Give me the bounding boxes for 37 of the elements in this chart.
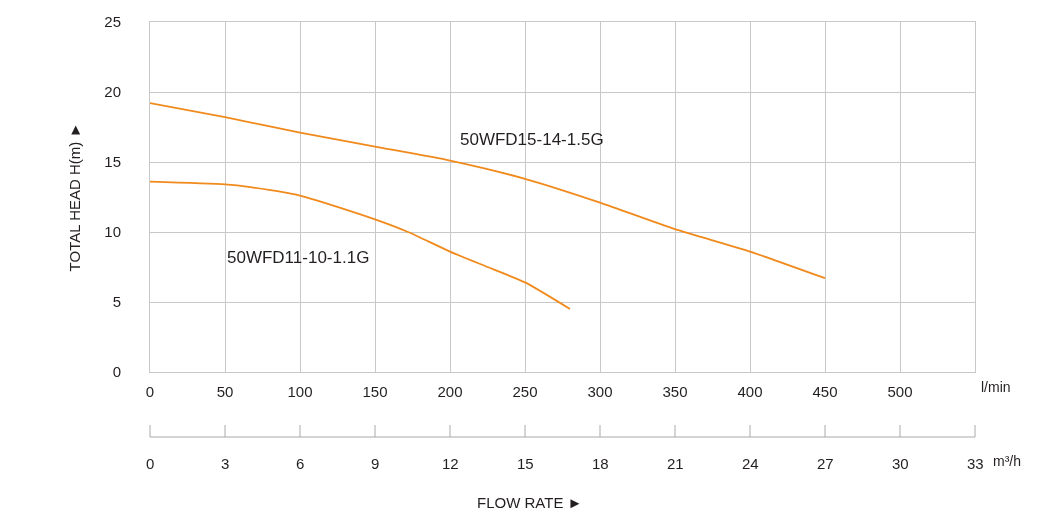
x-axis-title: l/min (981, 379, 1011, 395)
x-tick-label: 400 (737, 383, 763, 401)
x2-tick-label: 33 (967, 455, 984, 472)
y-tick-label: 10 (104, 223, 121, 241)
x-tick-label: 100 (287, 383, 313, 401)
x-tick-label: 350 (662, 383, 688, 401)
x2-tick-label: 24 (742, 455, 759, 472)
x2-tick-label: 3 (221, 455, 230, 472)
x2-tick-label: 12 (442, 455, 459, 472)
text: FLOW RATE ► (477, 494, 583, 511)
line-series (150, 180, 571, 310)
series-label: 50WFD11-10-1.1G (227, 248, 370, 267)
x2-tick-label: 15 (517, 455, 534, 472)
series-label: 50WFD15-14-1.5G (460, 130, 604, 149)
x-tick-label: 50 (216, 383, 234, 401)
y-tick-label: 15 (104, 153, 121, 171)
y-tick-label: 20 (104, 83, 121, 101)
y-tick-label: 25 (104, 13, 121, 31)
x2-tick-label: 27 (817, 455, 834, 472)
x-tick-label: 200 (437, 383, 463, 401)
y-tick-label: 0 (112, 363, 121, 381)
x2-tick-label: 18 (592, 455, 609, 472)
x-tick-label: 150 (362, 383, 388, 401)
line-series (150, 102, 826, 280)
x-tick-label: 500 (887, 383, 913, 401)
x-tick-label: 450 (812, 383, 838, 401)
x-tick-label: 0 (145, 383, 155, 401)
x2-tick-label: 6 (296, 455, 305, 472)
x2-tick-label: 30 (892, 455, 909, 472)
x2-tick-label: 9 (371, 455, 380, 472)
x2-tick-label: 0 (146, 455, 155, 472)
x-tick-label: 250 (512, 383, 538, 401)
x2-axis-title: m³/h (993, 453, 1021, 469)
y-tick-label: 5 (112, 293, 121, 311)
y-axis-title: TOTAL HEAD H(m) ► (65, 122, 83, 272)
x2-tick-label: 21 (667, 455, 684, 472)
x-tick-label: 300 (587, 383, 613, 401)
